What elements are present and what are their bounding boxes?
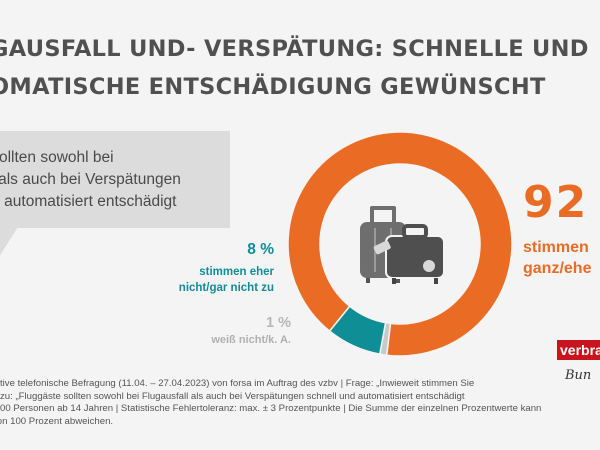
label-disagree-line-1: stimmen eher xyxy=(199,266,274,278)
footnote-line-4: von 100 Prozent abweichen. xyxy=(0,415,114,427)
label-disagree-line-2: nicht/gar nicht zu xyxy=(178,282,274,294)
vzbv-logo: verbra Bun xyxy=(557,340,600,395)
page-title: GAUSFALL UND- VERSPÄTUNG: SCHNELLE UND O… xyxy=(0,30,600,106)
title-line-1: GAUSFALL UND- VERSPÄTUNG: SCHNELLE UND xyxy=(0,36,589,62)
footnote-line-2: e zu: „Fluggäste sollten sowohl bei Flug… xyxy=(0,390,465,402)
donut-slice-stimmen-ganz-eher xyxy=(287,131,513,357)
title-line-2: OMATISCHE ENTSCHÄDIGUNG GEWÜNSCHT xyxy=(0,74,546,100)
label-agree: stimmen ganz/ehe xyxy=(523,237,600,279)
logo-top-text: verbra xyxy=(557,340,600,360)
label-agree-line-2: ganz/ehe xyxy=(523,260,592,277)
donut-slice-stimmen-eher-nicht-gar-nicht-zu xyxy=(328,305,387,356)
speech-bubble xyxy=(0,131,230,228)
footnote-line-3: .500 Personen ab 14 Jahren | Statistisch… xyxy=(0,403,542,414)
logo-bottom-text: Bun xyxy=(565,368,592,383)
luggage-icon xyxy=(360,206,445,284)
footnote: tative telefonische Befragung (11.04. – … xyxy=(0,378,600,428)
value-agree: 92 xyxy=(523,177,589,228)
statement-line-2: fall als auch bei Verspätungen xyxy=(0,171,181,188)
statement-line-3: und automatisiert entschädigt xyxy=(0,193,177,210)
speech-bubble-tail xyxy=(0,227,18,271)
footnote-line-1: tative telefonische Befragung (11.04. – … xyxy=(0,378,475,389)
value-disagree: 8 % xyxy=(247,241,274,258)
survey-statement: te sollten sowohl bei fall als auch bei … xyxy=(0,147,224,235)
label-unknown: weiß nicht/k. A. xyxy=(211,334,291,346)
value-unknown: 1 % xyxy=(266,315,291,331)
statement-line-1: te sollten sowohl bei xyxy=(0,149,114,166)
label-agree-line-1: stimmen xyxy=(523,239,589,256)
label-disagree: stimmen eher nicht/gar nicht zu xyxy=(114,264,274,296)
